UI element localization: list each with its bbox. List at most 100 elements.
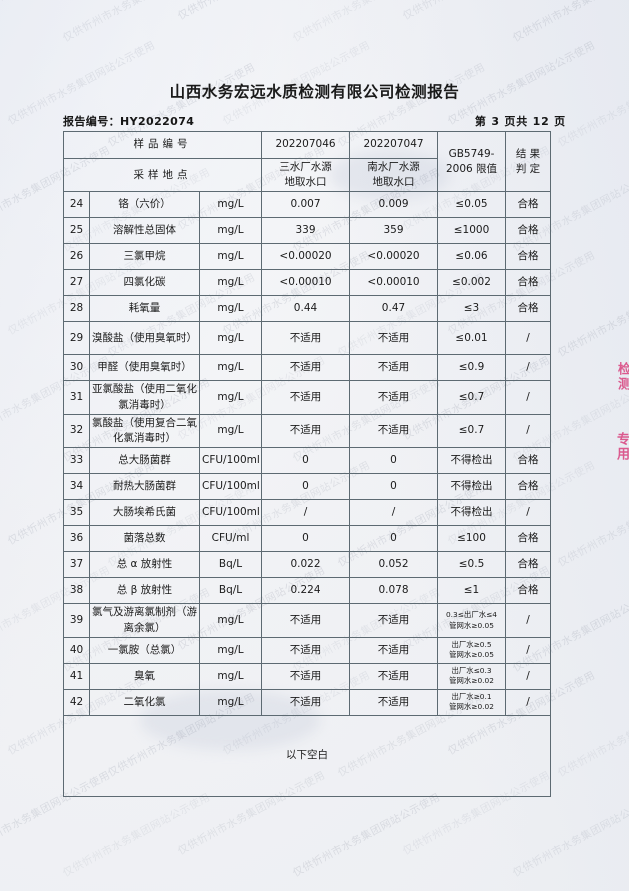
cell-sample2-value: 0 [349,473,438,501]
table-header-row-sample-no: 样品编号 202207046 202207047 GB5749- 2006 限值结 果判… [63,130,551,193]
cell-index: 36 [63,525,90,553]
report-number-label: 报告编号： [63,115,120,128]
cell-limit: ≤1 [437,577,506,605]
cell-limit: ≤0.5 [437,551,506,579]
results-table-wrap: 样品编号 202207046 202207047 GB5749- 2006 限值结 果判… [63,130,551,797]
cell-item-name: 氯酸盐（使用复合二氧化氯消毒时） [89,413,200,449]
watermark-text: 仅供忻州市水务集团网站公示使用 [555,481,629,570]
cell-sample2-value: 359 [349,217,438,245]
cell-sample2-value: 不适用 [349,354,438,382]
cell-sample1-value: 339 [261,217,350,245]
cell-sample1-value: 不适用 [261,380,350,415]
cell-item-name: 大肠埃希氏菌 [89,499,200,527]
cell-item-name: 总大肠菌群 [89,447,200,475]
watermark-text: 仅供忻州市水务集团网站公示使用 [510,791,629,880]
cell-result: 合格 [505,269,551,297]
cell-index: 35 [63,499,90,527]
cell-item-name: 甲醛（使用臭氧时） [89,354,200,382]
cell-limit-line1: 出厂水≥0.5 [451,639,492,649]
table-row: 37 总 α 放射性 Bq/L 0.022 0.052 ≤0.5 合格 [63,551,551,579]
cell-sample1-value: 0.44 [261,295,350,323]
cell-sample2-value: / [349,499,438,527]
cell-limit-line2: 管网水≥0.05 [449,650,494,660]
cell-sample1-value: 不适用 [261,413,350,449]
footer-note: 以下空白 [63,714,551,797]
cell-sample2-value: 0.009 [349,191,438,219]
cell-sample1-value: 不适用 [261,662,350,690]
cell-sample1-value: 0 [261,473,350,501]
header-result-judgement: 结 果判 定 [505,130,551,193]
cell-index: 31 [63,380,90,415]
report-number-group: 报告编号：HY2022074 [63,113,194,129]
cell-index: 34 [63,473,90,501]
cell-result: 合格 [505,243,551,271]
cell-sample2-value: 0 [349,447,438,475]
table-row: 42 二氧化氯 mg/L 不适用 不适用 出厂水≥0.1 管网水≥0.02/ [63,688,551,716]
cell-sample2-value: 不适用 [349,413,438,449]
cell-sample1-value: 不适用 [261,688,350,716]
cell-unit: mg/L [199,636,262,664]
cell-item-name: 氯气及游离氯制剂（游离余氯） [89,603,200,638]
cell-item-name: 溴酸盐（使用臭氧时） [89,321,200,356]
cell-unit: CFU/100ml [199,447,262,475]
cell-result: / [505,636,551,664]
watermark-text: 仅供忻州市水务集团网站公示使用 [555,271,629,360]
cell-sample2-value: <0.00020 [349,243,438,271]
cell-sample1-value: 不适用 [261,321,350,356]
cell-result: / [505,603,551,638]
cell-limit-line1: 出厂水≥0.1 [451,691,492,701]
cell-sample2-value: <0.00010 [349,269,438,297]
table-row: 29 溴酸盐（使用臭氧时） mg/L 不适用 不适用 ≤0.01/ [63,321,551,356]
cell-result: 合格 [505,447,551,475]
watermark-text: 仅供忻州市水务集团网站公示使用 [400,0,553,23]
watermark-text: 仅供忻州市水务集团网站公示使用 [60,0,213,45]
cell-item-name: 总 α 放射性 [89,551,200,579]
cell-result: / [505,354,551,382]
table-row: 26 三氯甲烷 mg/L <0.00020 <0.00020 ≤0.06 合格 [63,243,551,271]
blank-remainder-row: 以下空白 [63,714,551,797]
watermark-text: 仅供忻州市水务集团网站公示使用 [510,0,629,45]
cell-sample2-value: 不适用 [349,321,438,356]
cell-index: 40 [63,636,90,664]
cell-index: 38 [63,577,90,605]
cell-item-name: 臭氧 [89,662,200,690]
cell-sample1-value: 0.022 [261,551,350,579]
cell-item-name: 二氧化氯 [89,688,200,716]
cell-limit: ≤3 [437,295,506,323]
cell-sample2-value: 0.47 [349,295,438,323]
cell-sample1-value: 0.224 [261,577,350,605]
watermark-text: 仅供忻州市水务集团网站公示使用 [290,791,443,880]
cell-unit: Bq/L [199,551,262,579]
cell-item-name: 三氯甲烷 [89,243,200,271]
cell-sample1-value: <0.00020 [261,243,350,271]
cell-index: 28 [63,295,90,323]
cell-sample2-value: 不适用 [349,688,438,716]
watermark-text: 仅供忻州市水务集团网站公示使用 [0,0,113,23]
cell-result: 合格 [505,473,551,501]
red-stamp-fragment-bottom: 专用 [614,432,629,462]
table-row: 33 总大肠菌群 CFU/100ml 0 0 不得检出 合格 [63,447,551,475]
header-sample1-no: 202207046 [261,131,350,159]
cell-unit: Bq/L [199,577,262,605]
table-row: 31 亚氯酸盐（使用二氧化氯消毒时） mg/L 不适用 不适用 ≤0.7/ [63,380,551,415]
header-standard-limit-line2: 2006 限值 [445,162,498,175]
cell-limit-line2: 管网水≥0.02 [449,676,494,686]
cell-limit-line2: 管网水≥0.05 [449,620,494,630]
cell-index: 42 [63,688,90,716]
cell-unit: mg/L [199,191,262,219]
cell-index: 24 [63,191,90,219]
cell-limit: ≤100 [437,525,506,553]
watermark-text: 仅供忻州市水务集团网站公示使用 [60,791,213,880]
cell-result: / [505,380,551,415]
cell-result: 合格 [505,295,551,323]
watermark-text: 仅供忻州市水务集团网站公示使用 [555,691,629,780]
cell-index: 25 [63,217,90,245]
cell-item-name: 耗氧量 [89,295,200,323]
cell-limit: 0.3≤出厂水≤4 管网水≥0.05 [437,603,506,638]
cell-index: 27 [63,269,90,297]
cell-unit: mg/L [199,603,262,638]
table-row: 35 大肠埃希氏菌 CFU/100ml / / 不得检出 / [63,499,551,527]
cell-limit: ≤0.9 [437,354,506,382]
cell-sample2-value: 0.052 [349,551,438,579]
